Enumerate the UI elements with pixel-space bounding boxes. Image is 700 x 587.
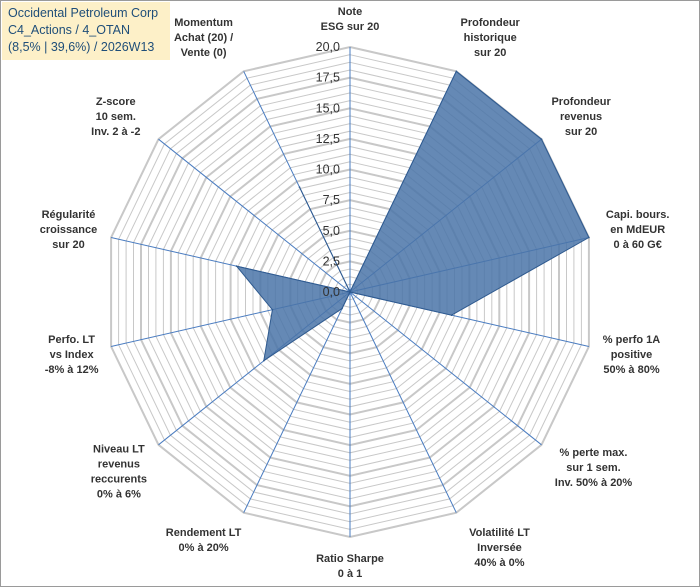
radar-spoke (243, 291, 351, 513)
radar-tick-labels: 0,0 2,5 5,0 7,5 10,0 12,5 15,0 17,5 20,0 (316, 40, 340, 299)
axis-label-line: % perte max. (560, 447, 628, 459)
tick-label: 2,5 (323, 254, 340, 268)
axis-label: % perte max. sur 1 sem. Inv. 50% à 20% (555, 447, 633, 489)
axis-label: Profondeur revenus sur 20 (551, 96, 611, 138)
radar-axis-labels: Note ESG sur 20 Profondeur historique sur 20… (40, 6, 670, 580)
series-point (450, 314, 453, 317)
radar-series (235, 70, 590, 362)
axis-label-line: Vente (0) (181, 47, 227, 59)
axis-label-line: 40% à 0% (474, 557, 524, 569)
axis-label: Note ESG sur 20 (321, 6, 380, 33)
axis-label: Profondeur historique sur 20 (461, 17, 521, 59)
tick-label: 10,0 (316, 163, 340, 177)
axis-label-line: sur 1 sem. (566, 462, 620, 474)
axis-label-line: Niveau LT (93, 444, 145, 456)
axis-label-line: Perfo. LT (48, 334, 95, 346)
axis-label: Ratio Sharpe 0 à 1 (316, 553, 384, 580)
axis-label-line: Inversée (477, 542, 522, 554)
axis-label-line: ESG sur 20 (321, 21, 380, 33)
chart-title-box: Occidental Petroleum Corp C4_Actions / 4… (2, 2, 170, 60)
radar-spoke (349, 291, 457, 513)
axis-label: Capi. bours. en MdEUR 0 à 60 G€ (606, 209, 670, 251)
title-company: Occidental Petroleum Corp (8, 6, 159, 20)
axis-label-line: positive (611, 349, 653, 361)
axis-label-line: 50% à 80% (603, 364, 659, 376)
axis-label-line: Z-score (96, 96, 136, 108)
axis-label-line: historique (464, 32, 517, 44)
axis-label-line: 10 sem. (96, 111, 136, 123)
axis-label: Volatilité LT Inversée 40% à 0% (469, 527, 530, 569)
series-point (235, 265, 238, 267)
axis-label-line: vs Index (50, 349, 95, 361)
title-category: C4_Actions / 4_OTAN (8, 23, 131, 37)
series-point (349, 291, 351, 293)
axis-label: Momentum Achat (20) / Vente (0) (174, 17, 233, 59)
axis-label-line: 0 à 1 (338, 568, 362, 580)
axis-label: Z-score 10 sem. Inv. 2 à -2 (91, 96, 140, 138)
axis-label-line: Inv. 50% à 20% (555, 477, 633, 489)
axis-label-line: revenus (560, 111, 602, 123)
tick-label: 20,0 (316, 40, 340, 54)
axis-label-line: 0 à 60 G€ (614, 239, 662, 251)
axis-label-line: Inv. 2 à -2 (91, 126, 140, 138)
series-point (588, 236, 590, 239)
axis-label-line: Note (338, 6, 362, 18)
axis-label-line: sur 20 (52, 239, 84, 251)
tick-label: 5,0 (323, 224, 340, 238)
axis-label-line: % perfo 1A (603, 334, 661, 346)
axis-label-line: croissance (40, 224, 97, 236)
axis-label-line: 0% à 20% (179, 542, 229, 554)
axis-label-line: en MdEUR (610, 224, 665, 236)
radar-spoke (158, 138, 351, 293)
series-point (540, 138, 543, 140)
tick-label: 7,5 (323, 193, 340, 207)
axis-label-line: reccurents (91, 474, 147, 486)
axis-label-line: Rendement LT (166, 527, 242, 539)
series-point (263, 359, 265, 362)
axis-label-line: Achat (20) / (174, 32, 233, 44)
tick-label: 12,5 (316, 132, 340, 146)
series-point (455, 70, 458, 73)
axis-label-line: sur 20 (474, 47, 506, 59)
axis-label-line: Ratio Sharpe (316, 553, 384, 565)
title-metrics: (8,5% | 39,6%) / 2026W13 (8, 40, 155, 54)
axis-label-line: Volatilité LT (469, 527, 530, 539)
axis-label-line: Momentum (174, 17, 233, 29)
axis-label-line: sur 20 (565, 126, 597, 138)
tick-label: 0,0 (323, 285, 340, 299)
series-point (271, 308, 274, 311)
axis-label: Niveau LT revenus reccurents 0% à 6% (91, 444, 147, 501)
axis-label-line: Régularité (42, 209, 96, 221)
axis-label: % perfo 1A positive 50% à 80% (603, 334, 661, 376)
axis-label-line: Profondeur (461, 17, 521, 29)
axis-label: Rendement LT 0% à 20% (166, 527, 242, 554)
axis-label: Régularité croissance sur 20 (40, 209, 97, 251)
axis-label: Perfo. LT vs Index -8% à 12% (45, 334, 99, 376)
axis-label-line: revenus (98, 459, 140, 471)
tick-label: 15,0 (316, 101, 340, 115)
series-point (341, 307, 343, 310)
series-point (298, 186, 301, 188)
axis-label-line: -8% à 12% (45, 364, 99, 376)
axis-label-line: 0% à 6% (97, 489, 141, 501)
axis-label-line: Profondeur (551, 96, 611, 108)
axis-label-line: Capi. bours. (606, 209, 670, 221)
radar-spoke (349, 291, 542, 446)
tick-label: 17,5 (316, 71, 340, 85)
